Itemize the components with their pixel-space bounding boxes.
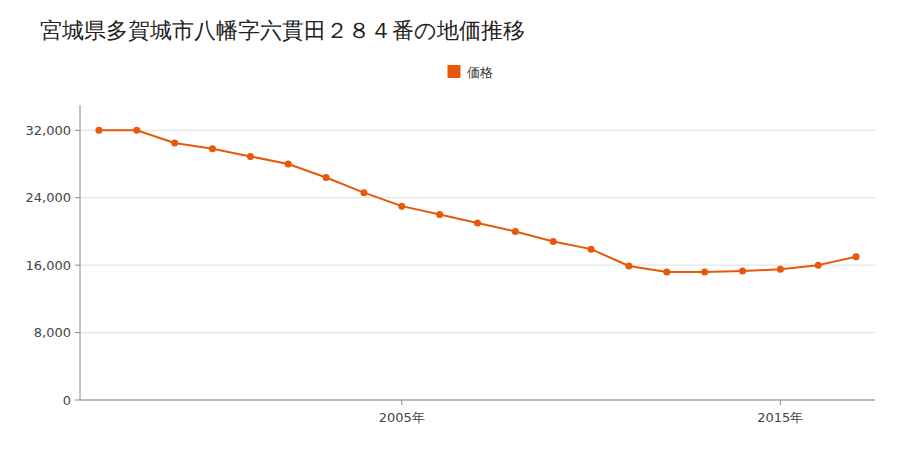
x-tick-label: 2005年 (379, 410, 425, 425)
marker (853, 253, 860, 260)
grid-line (80, 400, 875, 401)
marker (398, 203, 405, 210)
chart: 宮城県多賀城市八幡字六貫田２８４番の地価推移 0 8,000 16,000 24,000… (0, 0, 900, 450)
marker (247, 153, 254, 160)
marker (625, 262, 632, 269)
y-tick-label: 32,000 (26, 123, 72, 138)
marker (360, 189, 367, 196)
x-tick (780, 400, 781, 405)
marker (436, 211, 443, 218)
y-tick-label: 8,000 (34, 325, 71, 340)
marker (588, 246, 595, 253)
y-tick-label: 16,000 (26, 258, 72, 273)
marker (550, 238, 557, 245)
marker (777, 266, 784, 273)
x-tick-label: 2015年 (757, 410, 803, 425)
legend-label: 価格 (467, 65, 493, 80)
y-tick-label: 0 (63, 393, 71, 408)
axes: 0 8,000 16,000 24,000 32,000 2005年 2015年 (26, 105, 876, 425)
grid (80, 130, 875, 400)
marker (701, 268, 708, 275)
marker (95, 127, 102, 134)
legend: 価格 (448, 65, 493, 80)
y-tick-label: 24,000 (26, 190, 72, 205)
y-tick (75, 332, 80, 333)
marker (285, 161, 292, 168)
grid-line (80, 197, 875, 198)
grid-line (80, 265, 875, 266)
title: 宮城県多賀城市八幡字六貫田２８４番の地価推移 (40, 18, 525, 43)
line (99, 130, 856, 272)
y-tick (75, 197, 80, 198)
marker (209, 145, 216, 152)
marker (171, 139, 178, 146)
x-axis-line (80, 400, 875, 401)
y-tick (75, 265, 80, 266)
marker (663, 268, 670, 275)
marker (739, 268, 746, 275)
marker (815, 262, 822, 269)
y-axis-line (80, 105, 81, 400)
marker (133, 127, 140, 134)
grid-line (80, 332, 875, 333)
y-tick (75, 130, 80, 131)
legend-swatch (448, 65, 461, 78)
x-tick (401, 400, 402, 405)
y-tick (75, 400, 80, 401)
marker (512, 228, 519, 235)
grid-line (80, 130, 875, 131)
marker (474, 220, 481, 227)
marker (323, 174, 330, 181)
plot-area (95, 127, 859, 276)
